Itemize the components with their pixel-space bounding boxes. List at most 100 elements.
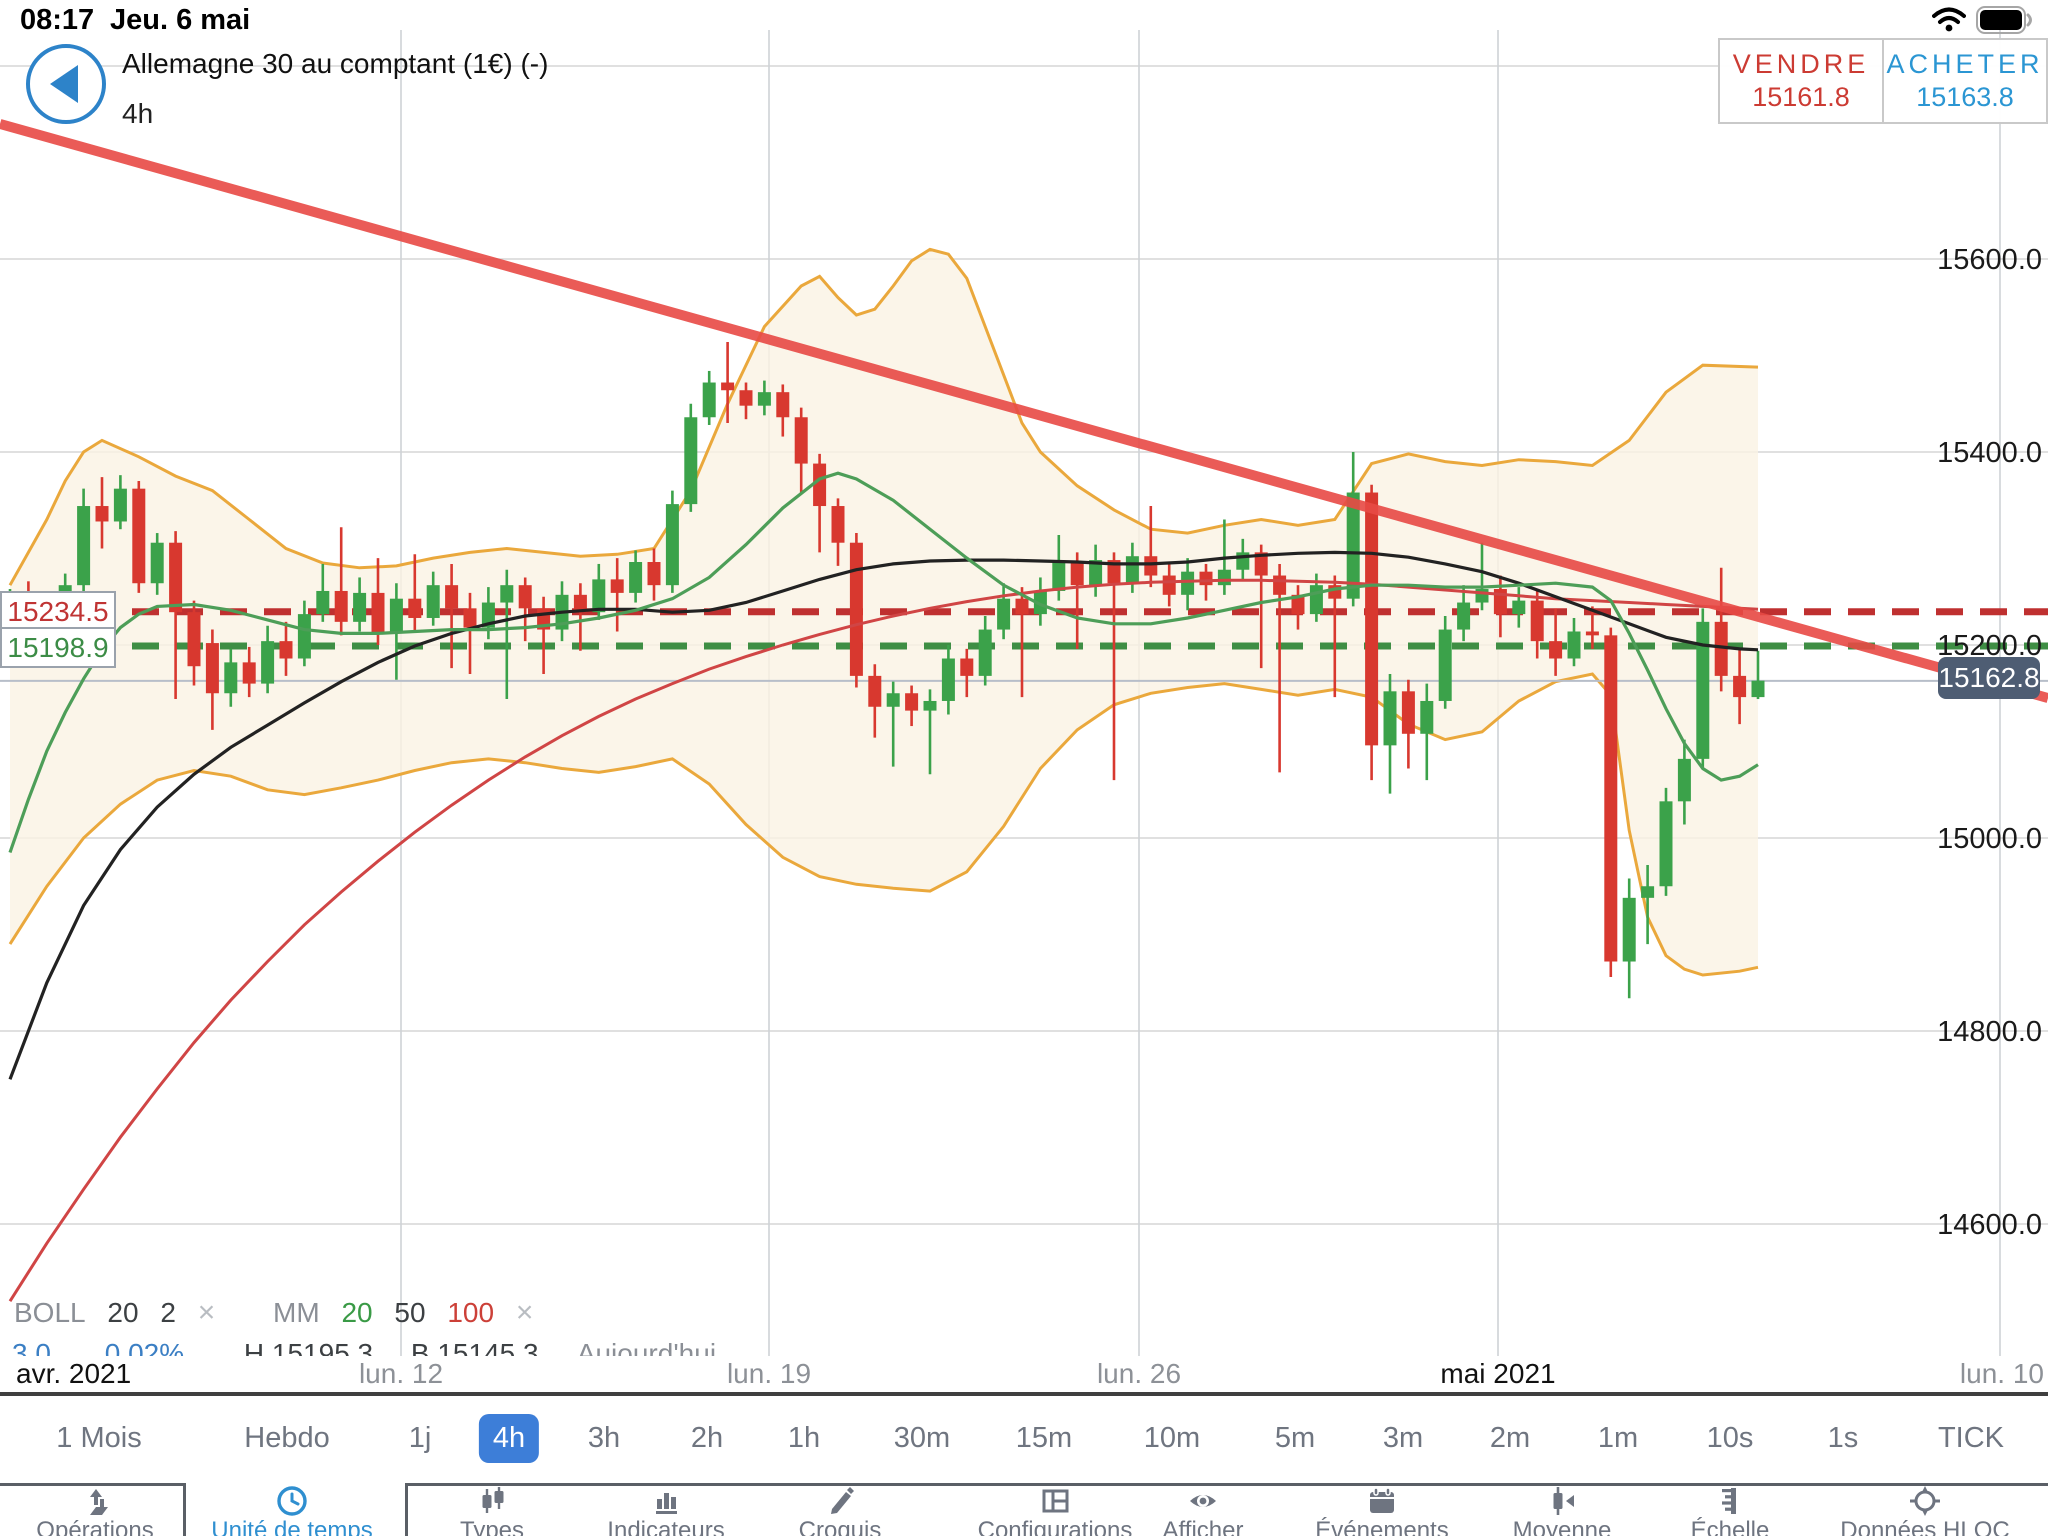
toolbar-item-ruler[interactable]: Échelle	[1620, 1483, 1840, 1536]
arrows-up-down-icon	[90, 1489, 108, 1515]
clock-time: 08:17	[20, 4, 95, 36]
indicator-legend: BOLL 20 2 × MM 20 50 100 ×	[14, 1296, 547, 1330]
y-axis-label: 15600.0	[1937, 244, 2042, 276]
boll-period: 20	[107, 1297, 139, 1328]
timeframe-option-1j[interactable]: 1j	[408, 1422, 432, 1454]
battery-icon	[1976, 6, 2032, 34]
x-axis-label: lun. 26	[1096, 1358, 1182, 1389]
toolbar-item-label: Moyenne	[1512, 1517, 1612, 1536]
y-axis-label: 15200.0	[1937, 630, 2042, 662]
calendar-icon	[1370, 1487, 1394, 1513]
instrument-title: Allemagne 30 au comptant (1€) (-)	[122, 48, 549, 79]
toolbar-item-label: Échelle	[1690, 1517, 1770, 1536]
x-axis-label: avr. 2021	[8, 1358, 140, 1390]
wifi-icon	[1932, 7, 1966, 32]
buy-button[interactable]: ACHETER 15163.8	[1882, 40, 2046, 122]
mm-period-20: 20	[341, 1297, 373, 1328]
boll-indicator-name: BOLL	[14, 1297, 86, 1328]
price-chart: 15600.0 15400.0 15200.0 15000.0 14800.0 14600…	[0, 30, 2048, 1356]
back-arrow-icon	[50, 65, 78, 103]
mm-remove-icon[interactable]: ×	[515, 1296, 534, 1329]
toolbar-item-label: Opérations	[36, 1517, 154, 1536]
toolbar-item-layout[interactable]: Configurations	[945, 1483, 1165, 1536]
timeframe-option-2m[interactable]: 2m	[1489, 1422, 1531, 1454]
status-bar: 08:17 Jeu. 6 mai	[0, 0, 2048, 38]
trendline	[0, 119, 2048, 703]
x-axis-label: lun. 10	[1959, 1358, 2044, 1389]
toolbar-item-pencil[interactable]: Croquis	[730, 1483, 950, 1536]
sell-button[interactable]: VENDRE 15161.8	[1720, 40, 1882, 122]
toolbar-item-label: Croquis	[798, 1517, 882, 1536]
toolbar-item-label: Configurations	[977, 1517, 1133, 1536]
timeframe-option-30m[interactable]: 30m	[893, 1422, 951, 1454]
timeframe-option-5m[interactable]: 5m	[1274, 1422, 1316, 1454]
ruler-icon	[1722, 1488, 1736, 1514]
timeframe-bar: 1 Mois Hebdo 1j 4h 3h 2h 1h 30m 15m 10m 5m 3m 2m 1m 10…	[0, 1396, 2048, 1483]
toolbar-item-calendar[interactable]: Événements	[1272, 1483, 1492, 1536]
y-axis-label: 14600.0	[1937, 1209, 2042, 1241]
buy-price: 15163.8	[1916, 82, 2014, 112]
eye-icon	[1190, 1495, 1216, 1507]
x-axis: avr. 2021 lun. 12 lun. 19 lun. 26 mai 2021 lu…	[0, 1356, 2048, 1396]
boll-remove-icon[interactable]: ×	[197, 1296, 216, 1329]
mm-period-100: 100	[447, 1297, 495, 1328]
y-axis-label: 15000.0	[1937, 823, 2042, 855]
toolbar-item-crosshair[interactable]: Données HLOC	[1815, 1483, 2035, 1536]
timeframe-option-15m[interactable]: 15m	[1015, 1422, 1073, 1454]
toolbar-item-label: Événements	[1315, 1517, 1449, 1536]
bottom-toolbar: Opérations Unité de temps Types Indicateurs…	[0, 1483, 2048, 1536]
last-price-tag: 15162.8	[1938, 657, 2040, 699]
support-level-label: 15198.9	[0, 627, 116, 668]
timeframe-option-4h[interactable]: 4h	[478, 1414, 540, 1463]
boll-deviation: 2	[160, 1297, 176, 1328]
bar-chart-icon	[656, 1493, 677, 1514]
pencil-icon	[831, 1487, 854, 1514]
layout-icon	[1042, 1489, 1069, 1513]
timeframe-option-1m[interactable]: 1m	[1597, 1422, 1639, 1454]
toolbar-item-label: Données HLOC	[1840, 1517, 2010, 1536]
toolbar-item-label: Afficher	[1162, 1517, 1244, 1536]
chart-canvas[interactable]	[0, 38, 2048, 1356]
toolbar-item-label: Indicateurs	[607, 1517, 725, 1536]
timeframe-option-10s[interactable]: 10s	[1706, 1422, 1754, 1454]
x-axis-label: mai 2021	[1432, 1358, 1564, 1390]
mm100-line	[8, 578, 1759, 1303]
average-candle-icon	[1553, 1487, 1574, 1515]
y-axis-label: 14800.0	[1937, 1016, 2042, 1048]
buy-label: ACHETER	[1886, 49, 2044, 79]
timeframe-option-3m[interactable]: 3m	[1382, 1422, 1424, 1454]
status-date: Jeu. 6 mai	[110, 4, 251, 36]
back-button[interactable]	[26, 44, 106, 124]
sell-price: 15161.8	[1752, 82, 1850, 112]
current-timeframe-label: 4h	[122, 98, 154, 129]
toolbar-item-candlestick[interactable]: Types	[382, 1483, 602, 1536]
mm-indicator-name: MM	[273, 1297, 320, 1328]
timeframe-option-1-mois[interactable]: 1 Mois	[56, 1422, 142, 1454]
toolbar-item-bar-chart[interactable]: Indicateurs	[556, 1483, 776, 1536]
timeframe-option-1h[interactable]: 1h	[787, 1422, 821, 1454]
toolbar-item-clock[interactable]: Unité de temps	[182, 1483, 402, 1536]
toolbar-item-label: Unité de temps	[211, 1517, 373, 1536]
toolbar-item-arrows-up-down[interactable]: Opérations	[0, 1483, 205, 1536]
mm-period-50: 50	[394, 1297, 426, 1328]
x-axis-label: lun. 12	[358, 1358, 444, 1389]
timeframe-option-2h[interactable]: 2h	[690, 1422, 724, 1454]
crosshair-icon	[1910, 1486, 1940, 1516]
timeframe-option-10m[interactable]: 10m	[1143, 1422, 1201, 1454]
sell-label: VENDRE	[1732, 49, 1870, 79]
timeframe-option-3h[interactable]: 3h	[587, 1422, 621, 1454]
toolbar-item-eye[interactable]: Afficher	[1093, 1483, 1313, 1536]
toolbar-item-label: Types	[459, 1517, 525, 1536]
timeframe-option-hebdo[interactable]: Hebdo	[244, 1422, 330, 1454]
y-axis-label: 15400.0	[1937, 437, 2042, 469]
quote-panel: VENDRE 15161.8 ACHETER 15163.8	[1718, 38, 2048, 124]
clock-icon	[277, 1486, 307, 1516]
mm50-line	[8, 550, 1759, 1080]
timeframe-option-tick[interactable]: TICK	[1937, 1422, 2005, 1454]
resistance-level-label: 15234.5	[0, 591, 116, 632]
candlestick-icon	[482, 1487, 504, 1513]
bollinger-lower-line	[8, 672, 1759, 977]
timeframe-option-1s[interactable]: 1s	[1827, 1422, 1859, 1454]
toolbar-item-average-candle[interactable]: Moyenne	[1452, 1483, 1672, 1536]
